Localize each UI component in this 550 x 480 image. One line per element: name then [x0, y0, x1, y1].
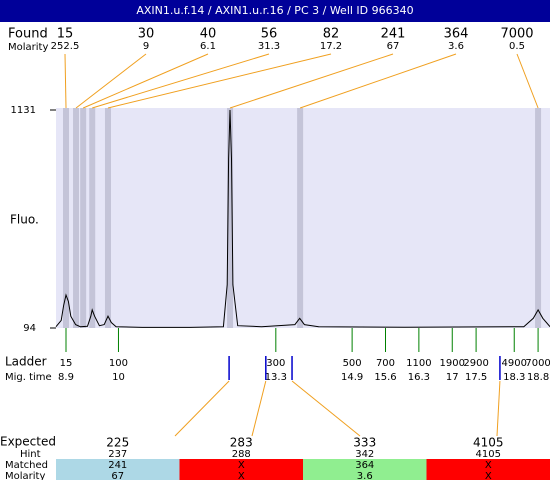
- connector: [75, 53, 147, 109]
- peak-band: [63, 108, 70, 328]
- peak-band: [297, 108, 304, 328]
- ladder-time: 14.9: [341, 372, 363, 383]
- match-cell: [303, 459, 427, 480]
- ladder-time: 10: [112, 372, 125, 383]
- expected-molarity-label: Molarity: [5, 471, 45, 480]
- ladder-size: 2900: [463, 358, 488, 369]
- matched-label: Matched: [5, 460, 48, 471]
- found-size: 7000: [500, 27, 533, 42]
- ladder-time: 8.9: [58, 372, 74, 383]
- match-cell: [426, 459, 550, 480]
- expected-matched: X: [238, 460, 245, 471]
- expected-molarity: 67: [111, 471, 124, 480]
- ladder-label: Ladder: [5, 355, 47, 369]
- found-molarity: 67: [387, 41, 400, 52]
- found-size: 30: [138, 27, 155, 42]
- expected-connector: [496, 380, 501, 437]
- expected-connector: [174, 380, 230, 437]
- hint-label: Hint: [20, 449, 41, 460]
- found-molarity: 9: [143, 41, 149, 52]
- ladder-time: 15.6: [374, 372, 396, 383]
- connector: [516, 53, 539, 109]
- connector: [64, 53, 67, 109]
- peak-band: [80, 108, 87, 328]
- expected-size: 4105: [473, 436, 504, 450]
- expected-hint: 342: [355, 449, 374, 460]
- ladder-size: 7000: [525, 358, 550, 369]
- molarity-label: Molarity: [8, 42, 48, 53]
- found-molarity: 3.6: [448, 41, 464, 52]
- y-tick-label: 1131: [11, 105, 36, 116]
- expected-matched: 241: [108, 460, 127, 471]
- found-size: 241: [381, 27, 406, 42]
- expected-connector: [291, 380, 361, 437]
- found-molarity: 31.3: [258, 41, 280, 52]
- peak-band: [535, 108, 542, 328]
- header-title: AXIN1.u.f.14 / AXIN1.u.r.16 / PC 3 / Wel…: [136, 4, 413, 17]
- found-molarity: 6.1: [200, 41, 216, 52]
- found-label: Found: [8, 27, 48, 42]
- expected-molarity: X: [485, 471, 492, 480]
- peak-band: [227, 108, 234, 328]
- match-cell: [56, 459, 180, 480]
- ladder-time: 17: [446, 372, 459, 383]
- found-molarity: 17.2: [320, 41, 342, 52]
- header-bar: [0, 0, 550, 22]
- ladder-time: 17.5: [465, 372, 487, 383]
- ladder-time: 13.3: [265, 372, 287, 383]
- expected-hint: 4105: [476, 449, 501, 460]
- connector: [229, 53, 394, 109]
- expected-molarity: 3.6: [357, 471, 373, 480]
- connector: [92, 53, 270, 109]
- ladder-size: 1900: [440, 358, 465, 369]
- y-tick-label: 94: [23, 323, 36, 334]
- ladder-time: 16.3: [408, 372, 430, 383]
- expected-hint: 288: [232, 449, 251, 460]
- expected-size: 283: [230, 436, 253, 450]
- found-size: 82: [323, 27, 340, 42]
- expected-hint: 237: [108, 449, 127, 460]
- connector: [107, 53, 332, 109]
- match-cell: [179, 459, 303, 480]
- ladder-size: 1100: [406, 358, 431, 369]
- ladder-size: 4900: [502, 358, 527, 369]
- found-size: 364: [444, 27, 469, 42]
- found-molarity: 252.5: [51, 41, 80, 52]
- connector: [299, 53, 457, 109]
- found-size: 56: [261, 27, 278, 42]
- y-axis-label: Fluo.: [10, 213, 39, 227]
- expected-size: 225: [106, 436, 129, 450]
- ladder-size: 15: [60, 358, 73, 369]
- mig-time-label: Mig. time: [5, 372, 52, 383]
- expected-size: 333: [353, 436, 376, 450]
- ladder-size: 300: [266, 358, 285, 369]
- ladder-size: 700: [376, 358, 395, 369]
- expected-label: Expected: [0, 435, 56, 449]
- expected-matched: X: [485, 460, 492, 471]
- peak-band: [73, 108, 80, 328]
- expected-matched: 364: [355, 460, 374, 471]
- found-molarity: 0.5: [509, 41, 525, 52]
- ladder-size: 500: [343, 358, 362, 369]
- peak-band: [104, 108, 111, 328]
- found-size: 40: [200, 27, 217, 42]
- expected-connector: [251, 380, 267, 437]
- connector: [82, 53, 209, 109]
- ladder-time: 18.8: [527, 372, 549, 383]
- expected-molarity: X: [238, 471, 245, 480]
- found-size: 15: [57, 27, 74, 42]
- peak-band: [89, 108, 96, 328]
- ladder-size: 100: [109, 358, 128, 369]
- ladder-time: 18.3: [503, 372, 525, 383]
- trace: [55, 109, 550, 328]
